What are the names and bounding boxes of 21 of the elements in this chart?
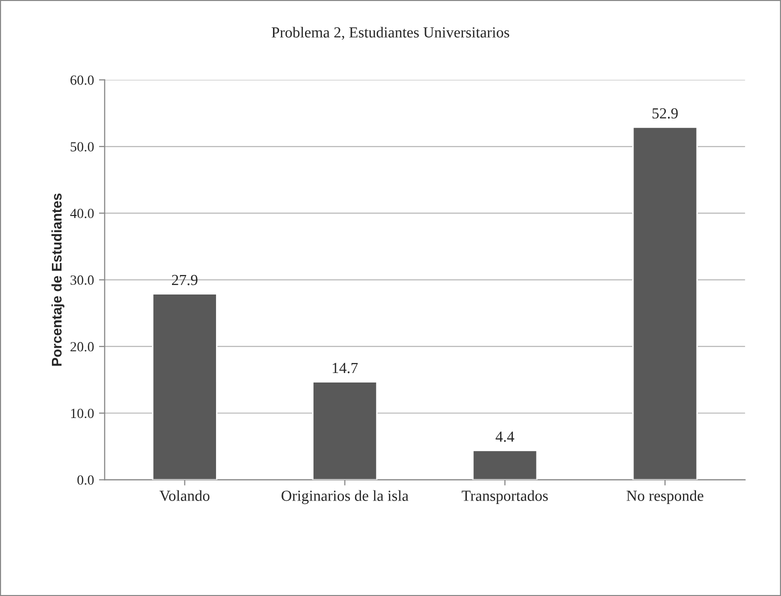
x-tick-label: No responde [626, 490, 704, 504]
y-tick-label: 60.0 [70, 75, 94, 85]
x-tick-label: Volando [160, 490, 210, 502]
data-label: 27.9 [172, 274, 198, 286]
bar [632, 126, 698, 480]
bar [312, 381, 378, 480]
x-tick-label: Transportados [462, 490, 548, 504]
y-axis-title: Porcentaje de Estudiantes [51, 194, 64, 366]
y-tick-label: 30.0 [70, 275, 94, 285]
y-tick-label: 20.0 [70, 342, 94, 352]
data-label: 14.7 [332, 362, 358, 374]
data-label: 52.9 [652, 108, 678, 119]
y-tick-label: 50.0 [70, 142, 94, 152]
x-tick-label: Originarios de la isla [282, 490, 408, 504]
bar [152, 293, 218, 480]
bar [472, 450, 538, 480]
chart-title: Problema 2, Estudiantes Universitarios [272, 26, 510, 40]
data-label: 4.4 [496, 432, 514, 442]
y-tick-label: 10.0 [71, 408, 94, 418]
y-tick-label: 0.0 [77, 475, 94, 485]
y-tick-label: 40.0 [70, 208, 94, 218]
